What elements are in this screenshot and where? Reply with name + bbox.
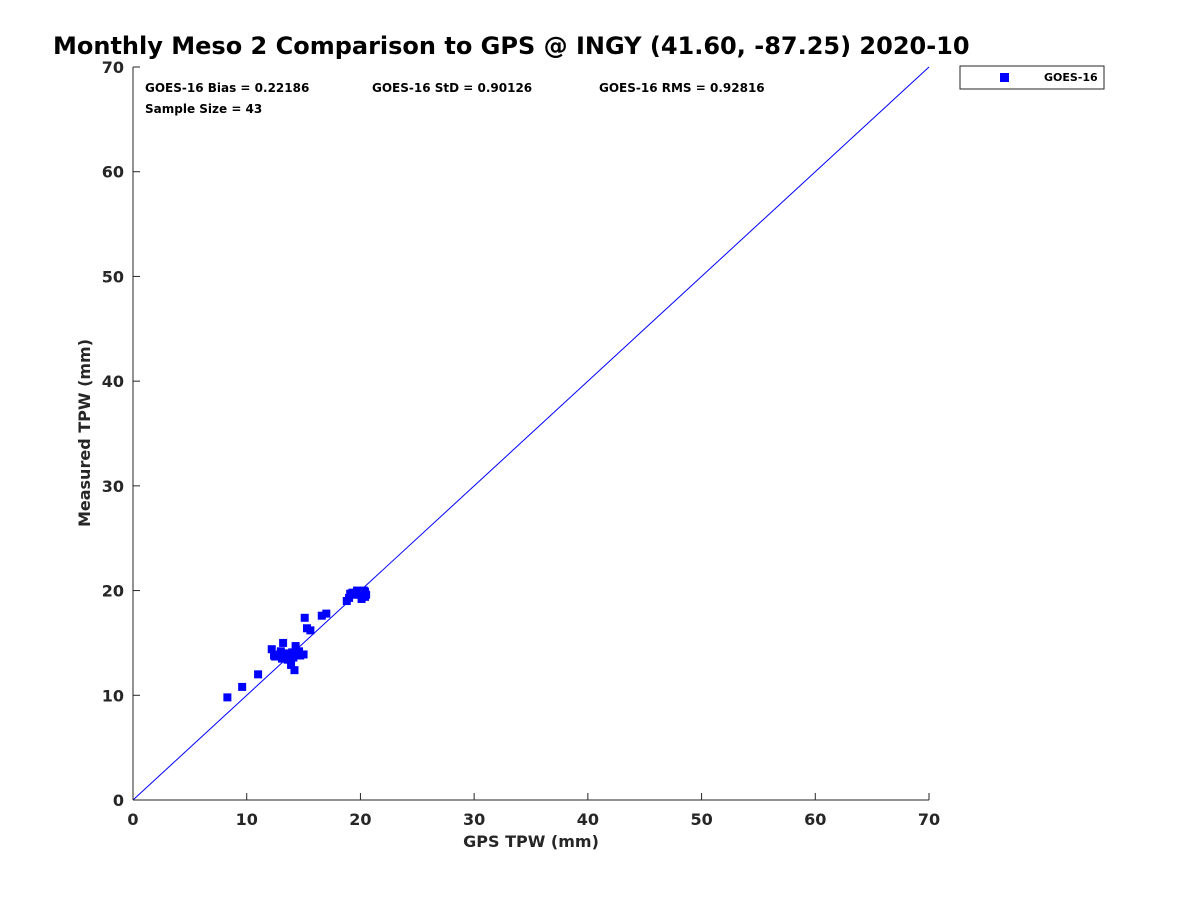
- legend-label: GOES-16: [1044, 71, 1098, 84]
- y-tick-label: 40: [102, 372, 124, 391]
- y-tick-label: 50: [102, 267, 124, 286]
- x-tick-label: 60: [804, 810, 826, 829]
- data-point: [223, 693, 232, 702]
- y-tick-label: 30: [102, 477, 124, 496]
- data-point: [276, 647, 285, 656]
- x-tick-label: 20: [349, 810, 371, 829]
- chart-title: Monthly Meso 2 Comparison to GPS @ INGY …: [53, 32, 970, 60]
- data-point: [287, 660, 296, 669]
- x-tick-label: 30: [463, 810, 485, 829]
- y-tick-label: 20: [102, 582, 124, 601]
- y-tick-label: 60: [102, 163, 124, 182]
- data-point: [350, 590, 359, 599]
- std-annotation: GOES-16 StD = 0.90126: [372, 81, 532, 95]
- y-tick-label: 0: [113, 791, 124, 810]
- data-point: [238, 682, 247, 691]
- y-tick-label: 70: [102, 58, 124, 77]
- data-point: [288, 648, 297, 657]
- reference-line-group: [132, 66, 930, 801]
- data-point: [254, 670, 263, 679]
- legend-box: [959, 65, 1105, 90]
- data-point: [322, 609, 331, 618]
- plot-area: [132, 67, 929, 801]
- data-point: [317, 611, 326, 620]
- data-point: [306, 626, 315, 635]
- x-tick-label: 70: [918, 810, 940, 829]
- data-point: [291, 642, 300, 651]
- x-tick-label: 10: [236, 810, 258, 829]
- data-point: [290, 666, 299, 675]
- x-tick-label: 0: [127, 810, 138, 829]
- data-point: [345, 593, 354, 602]
- data-points: [223, 586, 371, 702]
- y-axis-label: Measured TPW (mm): [75, 339, 94, 527]
- legend-marker-square: [1000, 73, 1009, 82]
- x-tick-label: 40: [577, 810, 599, 829]
- data-point: [300, 613, 309, 622]
- rms-annotation: GOES-16 RMS = 0.92816: [599, 81, 765, 95]
- x-axis-label: GPS TPW (mm): [463, 832, 599, 851]
- data-point: [267, 645, 276, 654]
- y-axis-ticks: 0 10 20 30 40 50 60 70: [102, 58, 140, 810]
- data-point: [360, 587, 369, 596]
- one-to-one-line: [132, 66, 930, 801]
- data-point: [279, 638, 288, 647]
- sample-size-annotation: Sample Size = 43: [145, 102, 262, 116]
- x-axis-ticks: 0 10 20 30 40 50 60 70: [127, 793, 940, 829]
- bias-annotation: GOES-16 Bias = 0.22186: [145, 81, 309, 95]
- data-point: [299, 650, 308, 659]
- y-tick-label: 10: [102, 686, 124, 705]
- data-point: [271, 652, 280, 661]
- data-point: [295, 647, 304, 656]
- legend: GOES-16: [959, 65, 1105, 90]
- x-tick-label: 50: [690, 810, 712, 829]
